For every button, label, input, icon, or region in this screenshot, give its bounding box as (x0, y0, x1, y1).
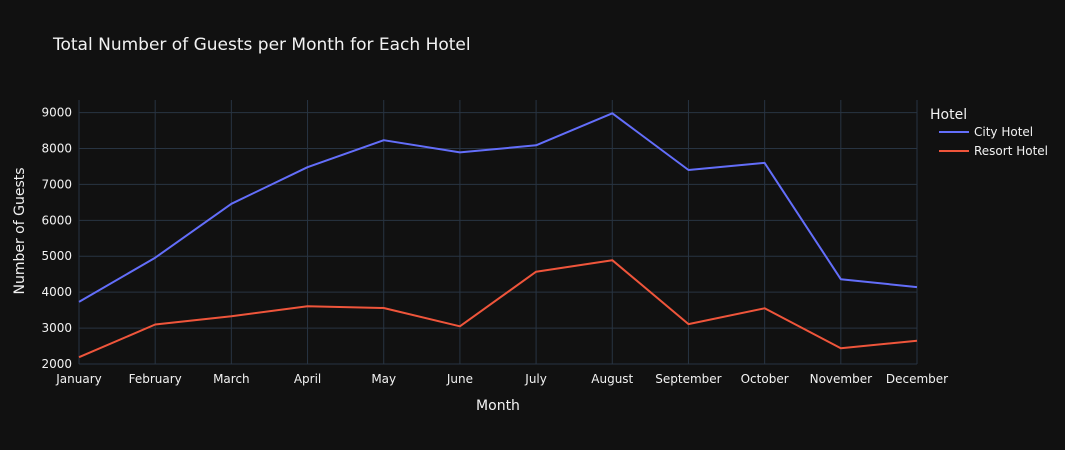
y-tick-label: 2000 (41, 357, 72, 371)
legend: Hotel City Hotel Resort Hotel (930, 107, 1048, 158)
y-axis-ticks: 2000 3000 4000 5000 6000 7000 8000 9000 (41, 106, 72, 371)
x-tick-label: April (294, 372, 321, 386)
y-tick-label: 4000 (41, 285, 72, 299)
x-axis-ticks: January February March April May June July Augu… (55, 372, 948, 386)
x-tick-label: January (55, 372, 102, 386)
gridlines (78, 100, 918, 365)
x-tick-label: September (655, 372, 721, 386)
series-line-resort-hotel (78, 259, 918, 359)
legend-title: Hotel (930, 107, 967, 123)
x-tick-label: March (213, 372, 250, 386)
legend-item-resort-hotel[interactable]: Resort Hotel (939, 144, 1048, 158)
y-tick-label: 9000 (41, 106, 72, 120)
x-tick-label: October (741, 372, 789, 386)
y-tick-label: 3000 (41, 321, 72, 335)
x-tick-label: December (886, 372, 948, 386)
series-lines (78, 112, 918, 359)
y-tick-label: 6000 (41, 213, 72, 227)
y-axis-title: Number of Guests (12, 167, 28, 294)
x-axis-title: Month (476, 398, 520, 414)
x-tick-label: August (591, 372, 633, 386)
legend-label: Resort Hotel (974, 144, 1048, 158)
legend-item-city-hotel[interactable]: City Hotel (939, 125, 1033, 139)
x-tick-label: February (129, 372, 182, 386)
x-tick-label: May (371, 372, 396, 386)
x-tick-label: November (810, 372, 872, 386)
y-tick-label: 5000 (41, 249, 72, 263)
x-tick-label: July (524, 372, 547, 386)
legend-label: City Hotel (974, 125, 1033, 139)
series-line-city-hotel (78, 112, 918, 303)
y-tick-label: 7000 (41, 177, 72, 191)
x-tick-label: June (446, 372, 473, 386)
y-tick-label: 8000 (41, 141, 72, 155)
chart-title: Total Number of Guests per Month for Eac… (52, 35, 471, 55)
